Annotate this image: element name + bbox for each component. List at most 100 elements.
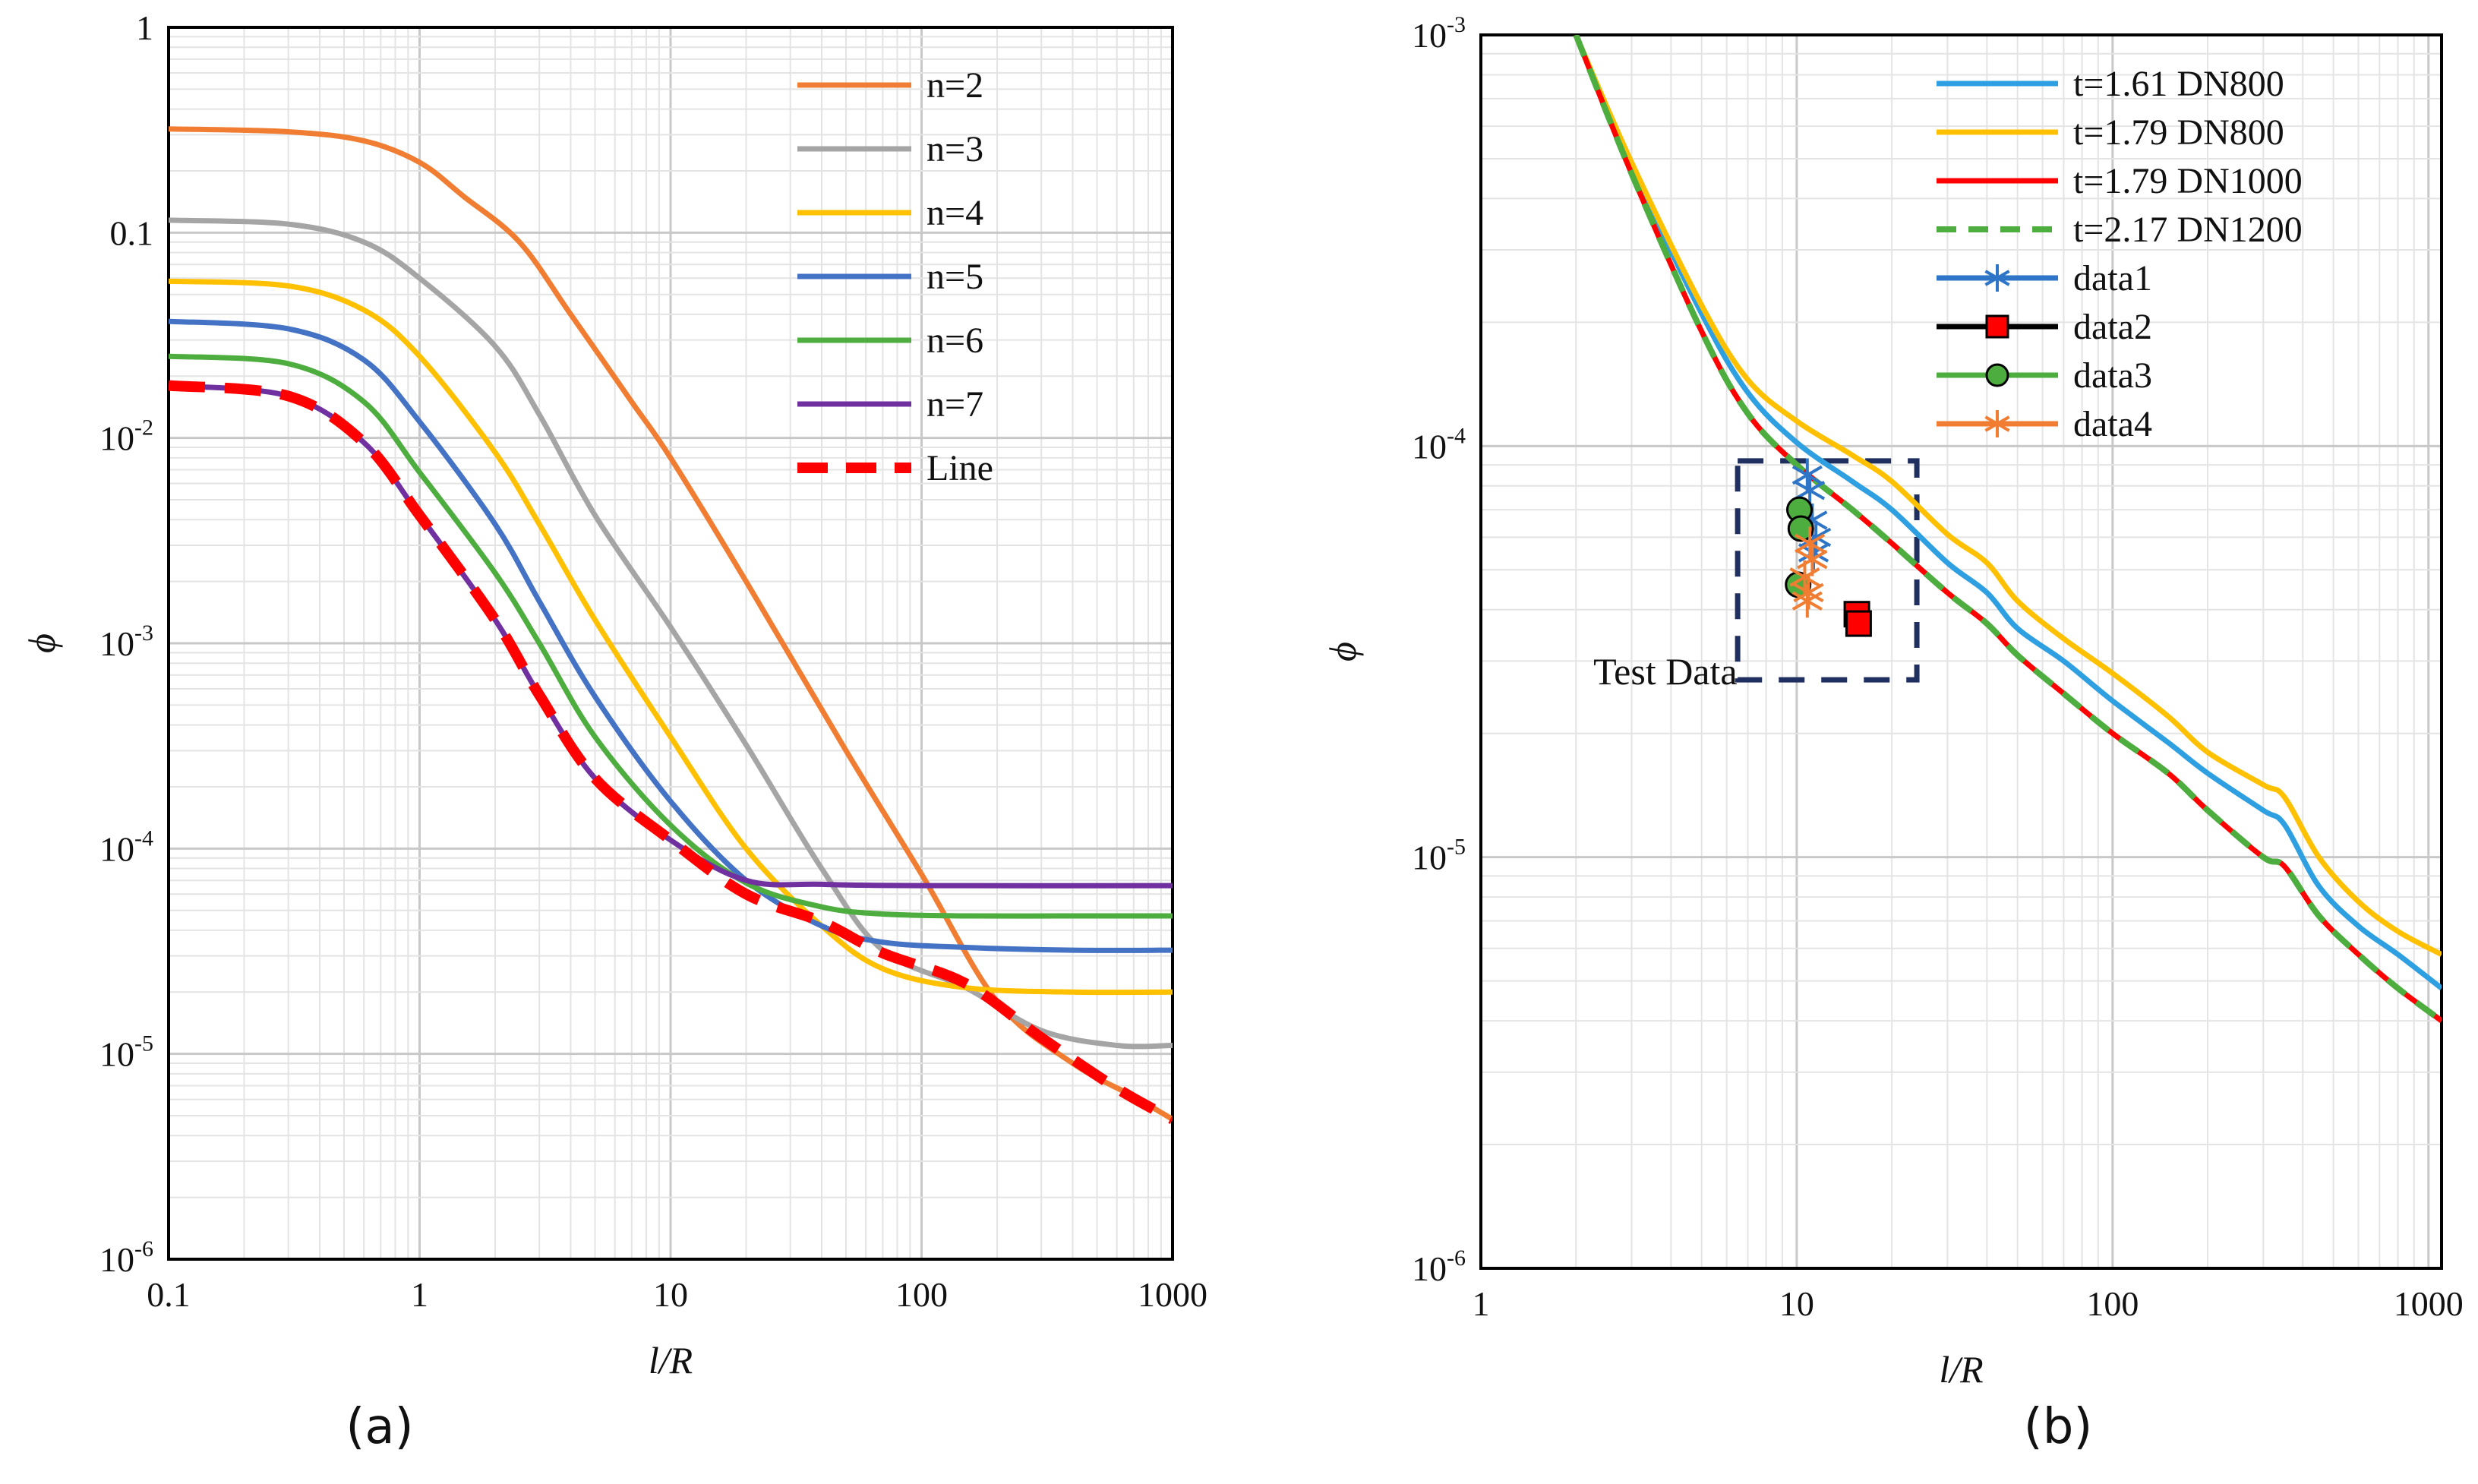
test-data-label: Test Data xyxy=(1593,650,1737,693)
data-point-data3 xyxy=(1787,515,1814,542)
legend-entry-n-2: n=2 xyxy=(797,65,983,106)
y-tick-label: 10-2 xyxy=(99,415,153,458)
legend-label: n=6 xyxy=(926,320,983,361)
data-point-data4-stroke xyxy=(1791,591,1823,611)
series-line-t-1-61-dn800 xyxy=(1573,35,2442,990)
legend-entry-t-1-79-dn800: t=1.79 DN800 xyxy=(1937,112,2284,153)
plot-frame xyxy=(167,26,1174,1261)
legend-label: t=1.79 DN1000 xyxy=(2073,161,2303,201)
data-point-data4 xyxy=(1795,526,1826,560)
tick-base: 10 xyxy=(1412,427,1447,466)
x-tick-label: 1 xyxy=(411,1275,428,1314)
legend-marker xyxy=(1984,410,2010,437)
data-point-data1-stroke xyxy=(1791,465,1823,485)
x-tick-label: 1 xyxy=(1473,1284,1490,1323)
data-point-data4-stroke xyxy=(1797,549,1828,570)
tick-base: 10 xyxy=(99,1240,134,1279)
legend-label: t=2.17 DN1200 xyxy=(2073,210,2303,250)
legend-label: n=3 xyxy=(926,129,983,169)
y-tick-label: 10-4 xyxy=(1412,423,1466,466)
x-tick-label: 10 xyxy=(1779,1284,1814,1323)
grid xyxy=(167,27,1173,1261)
legend-label: data1 xyxy=(2073,258,2152,298)
tick-exponent: -3 xyxy=(134,620,153,646)
tick-exponent: -5 xyxy=(1447,835,1466,860)
x-axis-label: l/R xyxy=(1939,1348,1983,1391)
legend-marker xyxy=(1985,314,2009,339)
legend-entry-n-5: n=5 xyxy=(797,257,983,297)
series-line-n-6 xyxy=(169,353,1173,919)
tick-base: 10 xyxy=(99,829,134,868)
tick-exponent: -6 xyxy=(134,1236,153,1261)
y-tick-label: 0.1 xyxy=(110,213,154,252)
legend-marker-stroke xyxy=(1984,415,2010,432)
tick-base: 10 xyxy=(99,419,134,458)
legend-label: t=1.79 DN800 xyxy=(2073,112,2284,153)
data-point-data2 xyxy=(1845,610,1872,637)
tick-exponent: -4 xyxy=(134,826,153,851)
tick-exponent: -3 xyxy=(1447,12,1466,37)
data-point-data4 xyxy=(1789,560,1820,594)
x-axis-label: l/R xyxy=(649,1339,693,1381)
x-tick-label: 100 xyxy=(2086,1284,2139,1323)
y-tick-label: 10-5 xyxy=(1412,835,1466,877)
series-line-t-2-17-dn1200 xyxy=(1573,35,2442,1024)
panel-label: (b) xyxy=(2024,1399,2093,1455)
series-line-n-5 xyxy=(169,318,1173,953)
legend-label: t=1.61 DN800 xyxy=(2073,64,2284,104)
legend-label: n=2 xyxy=(926,65,983,106)
legend-label: Line xyxy=(926,448,993,488)
legend-entry-data3: data3 xyxy=(1937,355,2152,396)
x-tick-label: 1000 xyxy=(2394,1284,2464,1323)
legend-entry-line: Line xyxy=(797,448,993,488)
legend-entry-t-1-79-dn1000: t=1.79 DN1000 xyxy=(1937,161,2303,201)
tick-base: 10 xyxy=(99,1035,134,1074)
data-point-data4 xyxy=(1791,584,1823,618)
plot-frame xyxy=(1479,33,2443,1270)
y-tick-label: 10-3 xyxy=(99,620,153,663)
data-point-data4 xyxy=(1797,542,1828,576)
y-tick-label: 10-3 xyxy=(1412,12,1466,55)
tick-exponent: -2 xyxy=(134,415,153,440)
series-line-n-4 xyxy=(169,278,1173,996)
x-tick-label: 1000 xyxy=(1138,1275,1207,1314)
x-tick-label: 100 xyxy=(895,1275,948,1314)
tick-exponent: -4 xyxy=(1447,423,1466,448)
legend-label: data2 xyxy=(2073,307,2152,347)
series-line-t-1-79-dn800 xyxy=(1574,35,2442,957)
x-tick-label: 10 xyxy=(653,1275,688,1314)
tick-exponent: -5 xyxy=(134,1031,153,1056)
legend-entry-n-6: n=6 xyxy=(797,320,983,361)
legend-label: data4 xyxy=(2073,404,2152,444)
legend-entry-n-4: n=4 xyxy=(797,193,983,233)
data-point-data1 xyxy=(1791,458,1823,492)
legend-marker-stroke xyxy=(1984,270,2010,286)
series-line-line xyxy=(169,380,1173,1124)
test-data-box xyxy=(1735,458,1920,683)
x-tick-label: 0.1 xyxy=(147,1275,191,1314)
legend-marker xyxy=(1985,363,2009,387)
y-tick-label: 1 xyxy=(136,8,153,47)
grid xyxy=(1479,33,2442,1270)
y-tick-label: 10-5 xyxy=(99,1031,153,1074)
y-tick-label: 10-6 xyxy=(1412,1246,1466,1288)
y-axis-label: ϕ xyxy=(1321,642,1364,661)
legend-entry-t-2-17-dn1200: t=2.17 DN1200 xyxy=(1937,210,2303,250)
plot-area xyxy=(169,126,1173,1124)
plot-area xyxy=(1573,35,2442,1024)
tick-base: 10 xyxy=(1412,16,1447,55)
data-point-data4-stroke xyxy=(1789,567,1820,587)
legend-entry-t-1-61-dn800: t=1.61 DN800 xyxy=(1937,64,2284,104)
legend-label: data3 xyxy=(2073,355,2152,396)
legend-label: n=7 xyxy=(926,384,983,425)
chart-a: 0.1 1 10 100 100010.110-210-310-410-510-6l/R… xyxy=(21,8,1207,1455)
legend-entry-n-3: n=3 xyxy=(797,129,983,169)
legend-marker xyxy=(1984,264,2010,292)
tick-base: 10 xyxy=(1412,838,1447,877)
tick-base: 10 xyxy=(1412,1249,1447,1288)
tick-base: 10 xyxy=(99,624,134,663)
legend-label: n=5 xyxy=(926,257,983,297)
legend-entry-data1: data1 xyxy=(1937,258,2152,298)
